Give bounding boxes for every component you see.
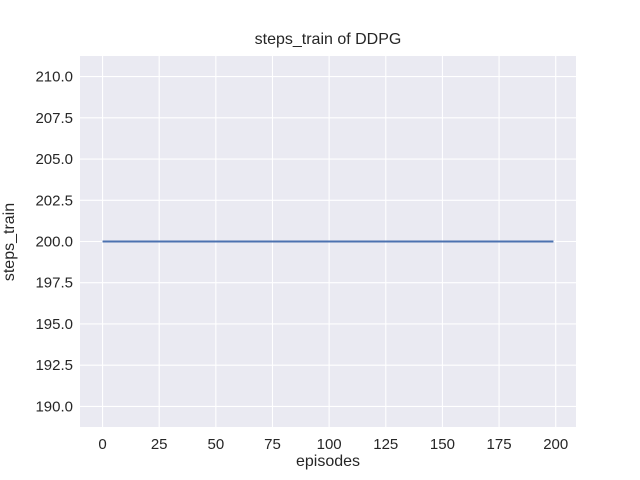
- y-tick-label: 205.0: [35, 151, 73, 168]
- x-tick-label: 200: [543, 436, 568, 453]
- x-tick-label: 75: [264, 436, 281, 453]
- x-tick-label: 100: [317, 436, 342, 453]
- y-tick-label: 210.0: [35, 69, 73, 86]
- chart-title: steps_train of DDPG: [254, 31, 402, 48]
- y-tick-label: 197.5: [35, 275, 73, 292]
- y-tick-label: 190.0: [35, 398, 73, 415]
- y-tick-label: 207.5: [35, 110, 73, 127]
- x-tick-label: 175: [487, 436, 512, 453]
- x-tick-label: 150: [430, 436, 455, 453]
- x-tick-label: 50: [207, 436, 224, 453]
- y-tick-label: 192.5: [35, 357, 73, 374]
- y-tick-label: 202.5: [35, 192, 73, 209]
- x-tick-label: 125: [373, 436, 398, 453]
- y-tick-label: 195.0: [35, 316, 73, 333]
- y-tick-label: 200.0: [35, 234, 73, 251]
- x-tick-label: 0: [98, 436, 106, 453]
- x-tick-label: 25: [151, 436, 168, 453]
- x-axis-label: episodes: [295, 453, 361, 470]
- y-axis-label: steps_train: [1, 202, 18, 282]
